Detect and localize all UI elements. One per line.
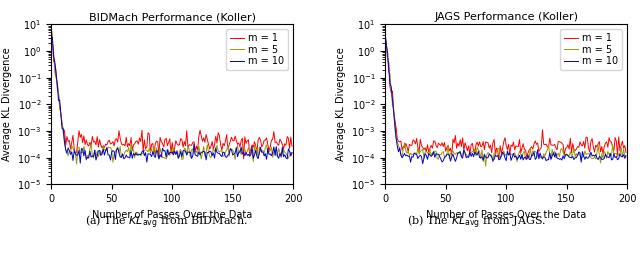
Line: m = 10: m = 10 [51, 37, 292, 163]
m = 1 [495, 157, 503, 161]
m = 10 [113, 148, 120, 151]
Line: m = 5: m = 5 [51, 29, 292, 164]
m = 1 [603, 140, 611, 144]
Line: m = 5: m = 5 [385, 37, 626, 166]
m = 10 [611, 156, 619, 159]
m = 10 [47, 35, 55, 38]
m = 5 [381, 36, 389, 39]
Y-axis label: Average KL Divergence: Average KL Divergence [336, 47, 346, 161]
Legend: m = 1, m = 5, m = 10: m = 1, m = 5, m = 10 [226, 29, 289, 70]
m = 5 [482, 164, 490, 168]
m = 10 [447, 159, 454, 163]
X-axis label: Number of Passes Over the Data: Number of Passes Over the Data [426, 209, 586, 220]
m = 1 [111, 138, 119, 141]
m = 1 [622, 151, 630, 154]
m = 1 [62, 144, 70, 147]
m = 10 [277, 155, 285, 158]
m = 5 [622, 156, 630, 159]
m = 10 [419, 162, 426, 165]
Line: m = 1: m = 1 [385, 35, 626, 159]
m = 5 [603, 157, 611, 160]
m = 5 [47, 28, 55, 31]
m = 1 [47, 24, 55, 27]
m = 5 [57, 112, 65, 115]
m = 1 [277, 140, 285, 143]
Line: m = 10: m = 10 [385, 35, 626, 164]
Legend: m = 1, m = 5, m = 10: m = 1, m = 5, m = 10 [560, 29, 622, 70]
Title: JAGS Performance (Koller): JAGS Performance (Koller) [434, 12, 578, 22]
m = 5 [269, 156, 276, 159]
m = 5 [396, 147, 404, 151]
m = 5 [445, 157, 453, 160]
m = 10 [381, 33, 389, 36]
m = 5 [62, 148, 70, 151]
m = 10 [288, 151, 296, 154]
m = 10 [428, 155, 435, 158]
m = 5 [277, 156, 285, 159]
m = 10 [391, 123, 399, 126]
m = 1 [445, 149, 453, 153]
m = 1 [426, 147, 434, 150]
m = 5 [73, 162, 81, 166]
m = 10 [603, 155, 611, 158]
m = 5 [288, 151, 296, 155]
m = 10 [622, 154, 630, 157]
m = 10 [396, 146, 404, 150]
m = 1 [396, 140, 404, 143]
m = 1 [240, 157, 248, 160]
m = 10 [76, 162, 84, 165]
m = 10 [57, 113, 65, 117]
m = 1 [611, 136, 619, 139]
m = 5 [611, 152, 619, 155]
m = 5 [426, 148, 434, 151]
m = 1 [269, 138, 276, 141]
m = 5 [113, 147, 120, 151]
m = 1 [391, 118, 399, 122]
Title: BIDMach Performance (Koller): BIDMach Performance (Koller) [89, 12, 256, 22]
Line: m = 1: m = 1 [51, 25, 292, 159]
X-axis label: Number of Passes Over the Data: Number of Passes Over the Data [92, 209, 252, 220]
m = 1 [381, 34, 389, 37]
m = 10 [62, 148, 70, 151]
m = 5 [93, 149, 101, 153]
m = 10 [269, 151, 276, 154]
m = 1 [288, 144, 296, 148]
m = 10 [93, 154, 101, 158]
Y-axis label: Average KL Divergence: Average KL Divergence [2, 47, 12, 161]
m = 5 [391, 127, 399, 130]
Text: (b) The $KL_{\mathrm{avg}}$ from JAGS.: (b) The $KL_{\mathrm{avg}}$ from JAGS. [407, 213, 547, 231]
Text: (a) The $KL_{\mathrm{avg}}$ from BIDMach.: (a) The $KL_{\mathrm{avg}}$ from BIDMach… [85, 213, 248, 231]
m = 1 [57, 113, 65, 116]
m = 1 [92, 143, 100, 147]
